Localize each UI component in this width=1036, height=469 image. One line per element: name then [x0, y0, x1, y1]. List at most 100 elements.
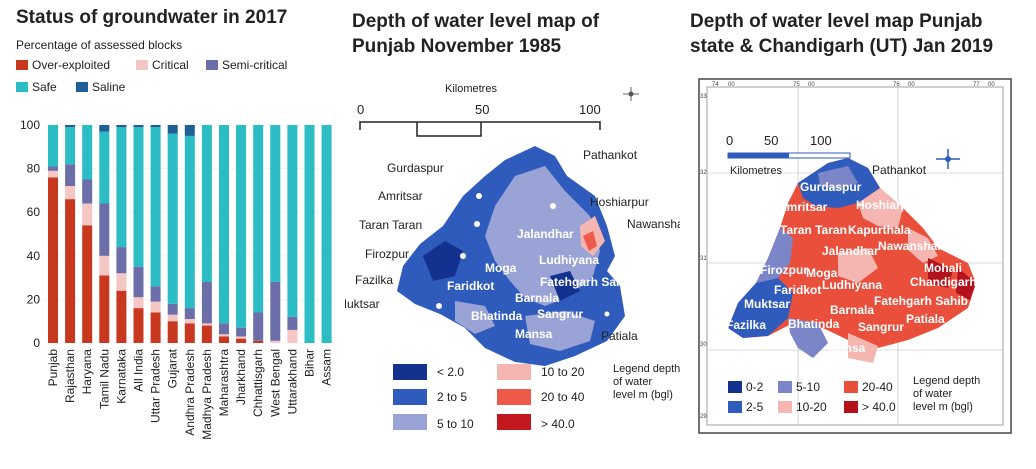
bar-critical-13	[270, 340, 281, 343]
map1-figure: Kilometres 0 50 100 Pathankot Gurdaspur …	[345, 83, 680, 431]
bar-safe-14	[287, 125, 298, 317]
map2-label-chandigarh: Chandigarh	[910, 275, 977, 289]
map1-label-amritsar: Amritsar	[378, 189, 423, 203]
map2-grid-label: 33	[700, 94, 707, 100]
map1-scale-tick-0: 0	[357, 102, 364, 117]
bar-saline-6	[150, 125, 161, 128]
bar-saline-1	[65, 125, 76, 128]
bar-semi-critical-13	[270, 281, 281, 341]
map1-scale-tick-100: 100	[579, 102, 601, 117]
map2-label-fatehgarh-sahib: Fatehgarh Sahib	[874, 294, 968, 308]
legend-label: Semi-critical	[222, 58, 288, 72]
bar-critical-14	[287, 329, 298, 343]
legend-label: Over-exploited	[32, 58, 111, 72]
map2-legend-label: 10-20	[796, 400, 827, 414]
x-tick-label: Uttarakhand	[285, 349, 299, 414]
map2-scale-unit: Kilometres	[730, 165, 782, 177]
legend-swatch	[136, 60, 148, 70]
bar-semi-critical-0	[48, 166, 58, 171]
map2-legend-swatch	[778, 381, 792, 393]
stacked-bar-chart: 0 20 40 60 80 100 Punjab Rajasthan Haryana Tamil …	[20, 118, 335, 440]
x-tick-label: Andhra Pradesh	[183, 349, 197, 436]
map2-state-shape	[728, 158, 976, 363]
x-tick-label: Bihar	[303, 349, 317, 377]
bar-critical-0	[48, 170, 58, 178]
legend-swatch	[206, 60, 218, 70]
bar-safe-12	[253, 125, 264, 313]
map2-label-patiala: Patiala	[906, 312, 945, 326]
map1-label-fazilka: Fazilka	[355, 273, 393, 287]
map2-label-hoshiarpur: Hoshiarpur	[856, 198, 920, 212]
map1-label-fatehgarh-sahib: Fatehgarh Sahib	[540, 275, 634, 289]
map2-title-line2: state & Chandigarh (UT) Jan 2019	[690, 36, 994, 57]
map1-legend-label: < 2.0	[437, 365, 464, 379]
x-tick-label: Uttar Pradesh	[149, 349, 163, 423]
map1-label-gurdaspur: Gurdaspur	[387, 161, 444, 175]
bar-critical-7	[167, 314, 178, 322]
map2-label-fazilka: Fazilka	[726, 318, 766, 332]
y-tick-label: 60	[27, 205, 41, 219]
map2-legend-swatch	[844, 401, 858, 413]
legend-swatch	[16, 60, 28, 70]
map2-grid-label: 30	[700, 342, 707, 348]
chart-subtitle: Percentage of assessed blocks	[16, 38, 183, 52]
bar-semi-critical-6	[150, 286, 161, 302]
bar-critical-5	[133, 297, 144, 309]
map1-legend-swatch	[497, 389, 531, 405]
map1-label-taran-taran: Taran Taran	[359, 218, 422, 232]
y-tick-label: 20	[27, 292, 41, 306]
map2-grid-label: 75	[793, 82, 800, 88]
legend-label: Critical	[152, 58, 189, 72]
bar-safe-11	[236, 125, 247, 328]
legend-item-saline: Saline	[76, 80, 125, 94]
map2-label-ludhiyana: Ludhiyana	[822, 278, 882, 292]
x-tick-label: Madhya Pradesh	[200, 349, 214, 440]
map2-scale-tick-50: 50	[764, 133, 778, 148]
bar-semi-critical-2	[82, 179, 93, 204]
map2-label-mansa: Mansa	[828, 341, 866, 355]
map2-label-mohali: Mohali	[924, 261, 962, 275]
legend-item-safe: Safe	[16, 80, 57, 94]
map2-grid-label: 31	[700, 256, 707, 262]
map2-label-bhatinda: Bhatinda	[788, 317, 840, 331]
bar-safe-10	[219, 125, 229, 324]
y-tick-label: 40	[27, 249, 41, 263]
map1-label-firozpur: Firozpur	[365, 247, 409, 261]
bar-critical-8	[184, 319, 195, 324]
map2-grid-label: 00	[988, 82, 995, 88]
map1-legend-swatch	[393, 414, 427, 430]
x-tick-label: Gujarat	[166, 348, 180, 388]
bar-saline-8	[184, 125, 195, 136]
map1-legend-label: 5 to 10	[437, 417, 474, 431]
map1-legend-title-line3: level m (bgl)	[613, 389, 673, 401]
map2-label-kapurthala: Kapurthala	[848, 223, 911, 237]
bar-semi-critical-4	[116, 247, 127, 274]
bar-safe-16	[321, 125, 332, 343]
bar-over-exploited-11	[236, 338, 247, 343]
map2-inner-frame	[706, 86, 1004, 426]
map2-grid-label: 00	[808, 82, 815, 88]
bar-safe-5	[133, 127, 144, 267]
bar-semi-critical-12	[253, 312, 264, 341]
bar-semi-critical-14	[287, 316, 298, 330]
map1-label-faridkot: Faridkot	[447, 279, 494, 293]
x-tick-label: Jharkhand	[234, 349, 248, 405]
map2-label-barnala: Barnala	[830, 303, 874, 317]
map2-title-line1: Depth of water level map Punjab	[690, 11, 983, 32]
bar-saline-5	[133, 125, 144, 128]
x-tick-label: West Bengal	[268, 349, 282, 417]
bar-semi-critical-7	[167, 303, 178, 315]
map1-legend-swatch	[393, 389, 427, 405]
x-tick-label: Chhattisgarh	[251, 349, 265, 417]
bar-semi-critical-9	[201, 281, 212, 324]
bar-critical-3	[99, 255, 110, 276]
map2-legend-label: 20-40	[862, 380, 893, 394]
map1-state-shape	[397, 146, 625, 366]
legend-item-over-exploited: Over-exploited	[16, 58, 110, 72]
bar-safe-6	[150, 127, 161, 287]
legend-item-critical: Critical	[136, 58, 189, 72]
map2-legend-swatch	[728, 381, 742, 393]
chart-title: Status of groundwater in 2017	[16, 7, 288, 28]
bar-safe-13	[270, 125, 281, 282]
map2-grid-label: 74	[712, 82, 719, 88]
